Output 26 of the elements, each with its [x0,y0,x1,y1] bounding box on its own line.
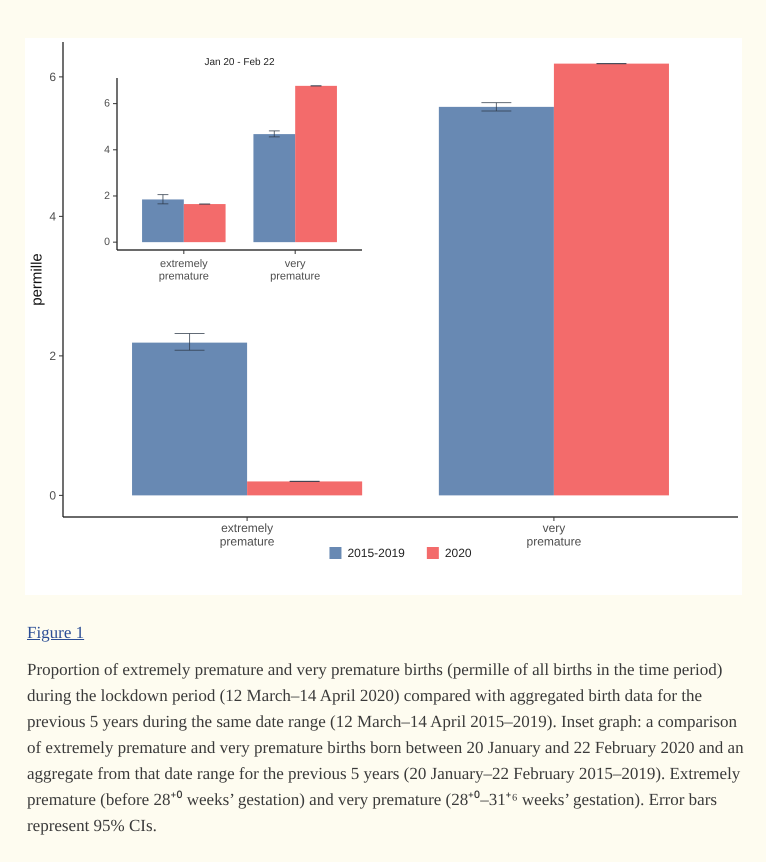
x-tick-label: very premature [270,258,320,283]
x-tick-label: extremely premature [158,258,209,283]
legend-label: 2020 [444,546,472,560]
x-tick-label: very premature [526,520,582,549]
bar [253,134,296,242]
y-tick-label: 6 [49,70,56,84]
bar [132,342,248,496]
y-tick-label: 2 [49,348,56,363]
bar [247,481,362,496]
caption: Figure 1 [27,623,84,642]
y-tick-label: 0 [104,236,110,248]
y-tick-label: 6 [104,98,110,110]
y-axis-title: permille [28,253,46,306]
chart-title: Jan 20 - Feb 22 [204,57,275,68]
bar [554,64,669,496]
bar [142,199,184,242]
y-tick-label: 0 [49,488,56,502]
legend-label: 2015-2019 [347,546,406,560]
x-tick-label: extremely premature [220,520,275,549]
bar [438,106,554,496]
bar [295,86,337,242]
y-tick-label: 4 [49,209,56,224]
y-tick-label: 2 [104,190,110,202]
bar [184,204,226,242]
text: Proportion of extremely premature and very premature births (permille of all births in the time period) during the lockdown period (12 March–14 April 2020) compared with aggregated birth data for the previous 5 years during the same date range (12 March–14 April 2015–2019). Inset graph: a comparison of extremely premature and very premature births born between 20 January and 22 February 2020 and an aggregate from that date range for the previous 5 years (20 January–22 February 2015–2019). Extremely premature (before 28⁺⁰ weeks’ gestation) and very premature (28⁺⁰–31⁺⁶ weeks’ gestation). Error bars represent 95% CIs. [27,659,745,837]
y-tick-label: 4 [104,144,110,156]
